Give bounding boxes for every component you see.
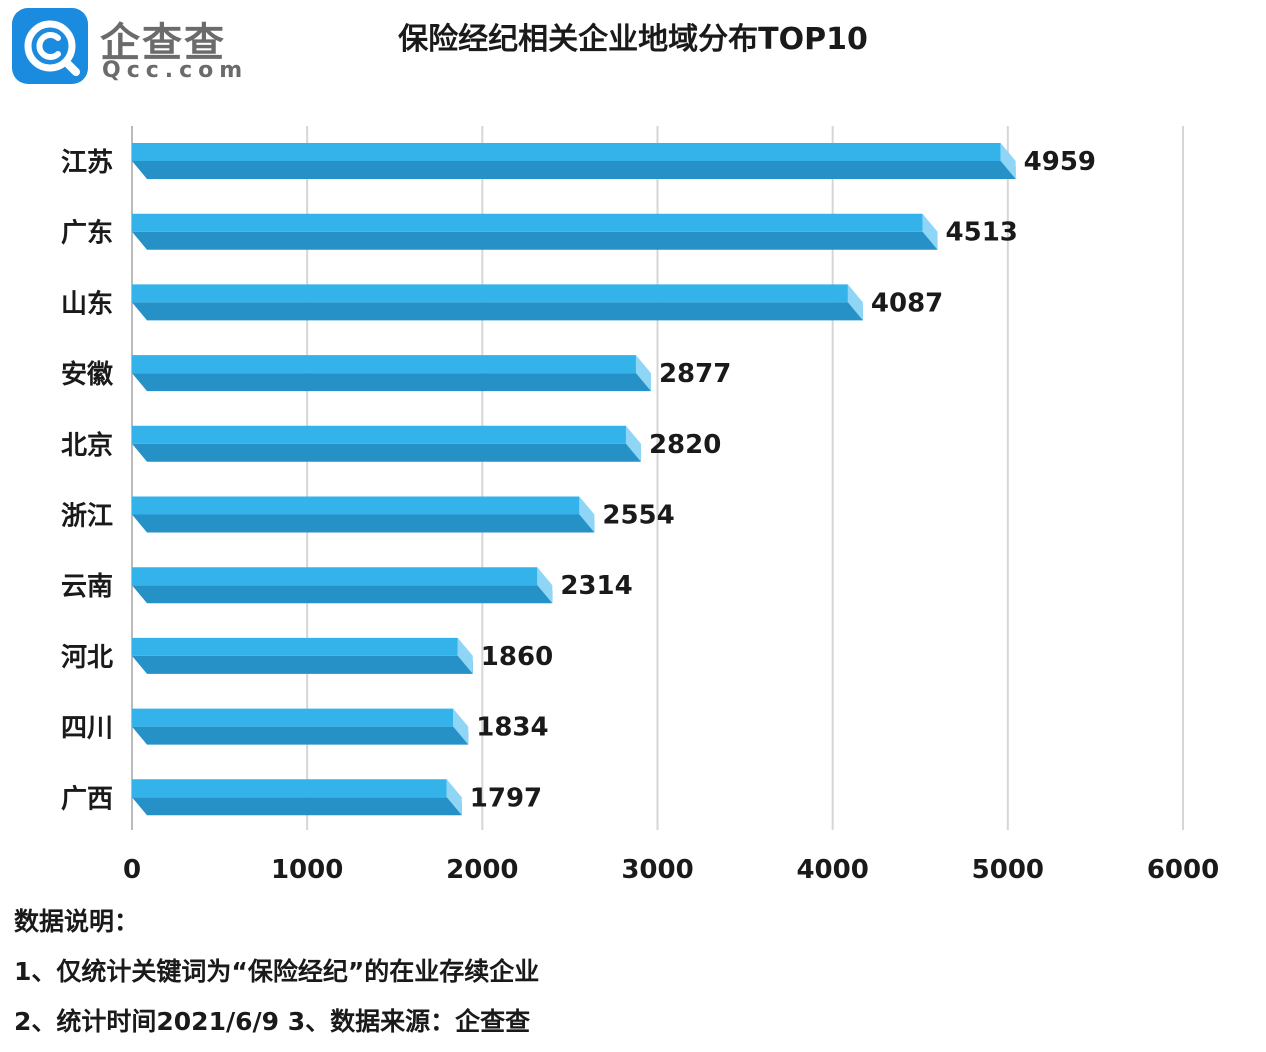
x-tick-label-3000: 3000: [621, 855, 693, 885]
chart-title: 保险经纪相关企业地域分布TOP10: [398, 22, 868, 57]
bar-cap-6: [579, 496, 595, 533]
bar-cap-4: [635, 355, 651, 392]
value-label-6: 2554: [602, 501, 674, 531]
category-label-5: 北京: [61, 430, 113, 461]
bar-cap-9: [453, 708, 469, 745]
qcc-logo: 企查查 Qcc.com: [12, 8, 252, 86]
bar-cap-7: [537, 567, 553, 604]
x-tick-label-1000: 1000: [271, 855, 343, 885]
logo-badge: [12, 8, 88, 84]
notes-line-2: 2、统计时间2021/6/9 3、数据来源：企查查: [14, 1007, 531, 1036]
notes-heading: 数据说明：: [14, 907, 140, 936]
value-label-5: 2820: [649, 430, 721, 460]
value-label-9: 1834: [476, 713, 548, 743]
value-label-1: 4959: [1024, 147, 1096, 177]
category-label-8: 河北: [61, 643, 113, 673]
category-label-7: 云南: [61, 572, 113, 602]
bar-cap-1: [1000, 143, 1016, 179]
bar-bottom-9: [132, 726, 469, 745]
logo-domain: Qcc.com: [102, 58, 249, 83]
category-label-2: 广东: [61, 218, 113, 249]
bar-5: [132, 425, 626, 444]
bar-bottom-4: [132, 373, 651, 392]
x-tick-label-6000: 6000: [1147, 855, 1219, 885]
data-notes: 数据说明： 1、仅统计关键词为“保险经纪”的在业存续企业 2、统计时间2021/…: [14, 902, 1254, 1052]
value-label-2: 4513: [946, 218, 1018, 248]
bar-3: [132, 284, 848, 303]
bar-6: [132, 496, 580, 515]
x-tick-label-2000: 2000: [446, 855, 518, 885]
bar-cap-8: [457, 637, 473, 674]
value-label-3: 4087: [871, 288, 943, 318]
bar-cap-10: [446, 779, 462, 816]
bar-bottom-5: [132, 443, 641, 462]
bar-bottom-7: [132, 585, 553, 604]
bar-bottom-2: [132, 231, 938, 250]
bar-4: [132, 355, 636, 374]
magnifier-c-icon: [24, 20, 80, 76]
logo-name: 企查查: [100, 20, 226, 66]
value-label-10: 1797: [470, 783, 542, 813]
bar-bottom-3: [132, 302, 863, 321]
bar-8: [132, 637, 458, 656]
bar-bottom-1: [132, 161, 1016, 179]
category-label-3: 山东: [61, 288, 113, 319]
x-tick-label-4000: 4000: [796, 855, 868, 885]
category-label-6: 浙江: [61, 502, 113, 532]
bar-9: [132, 708, 454, 727]
value-label-4: 2877: [659, 359, 731, 389]
bar-1: [132, 143, 1001, 161]
bar-cap-2: [922, 213, 938, 250]
notes-line-1: 1、仅统计关键词为“保险经纪”的在业存续企业: [14, 957, 540, 986]
category-label-1: 江苏: [61, 148, 113, 178]
bar-cap-3: [847, 284, 863, 321]
category-label-4: 安徽: [61, 360, 114, 390]
category-label-9: 四川: [61, 714, 113, 744]
bar-7: [132, 567, 538, 586]
category-label-10: 广西: [61, 784, 113, 814]
value-label-8: 1860: [481, 642, 553, 672]
bar-bottom-6: [132, 514, 595, 533]
x-tick-label-0: 0: [123, 855, 141, 885]
bar-2: [132, 213, 923, 232]
bar-10: [132, 779, 447, 798]
value-label-7: 2314: [560, 571, 632, 601]
bar-bottom-8: [132, 655, 473, 674]
x-tick-label-5000: 5000: [972, 855, 1044, 885]
bar-bottom-10: [132, 797, 462, 816]
bar-cap-5: [625, 425, 641, 462]
